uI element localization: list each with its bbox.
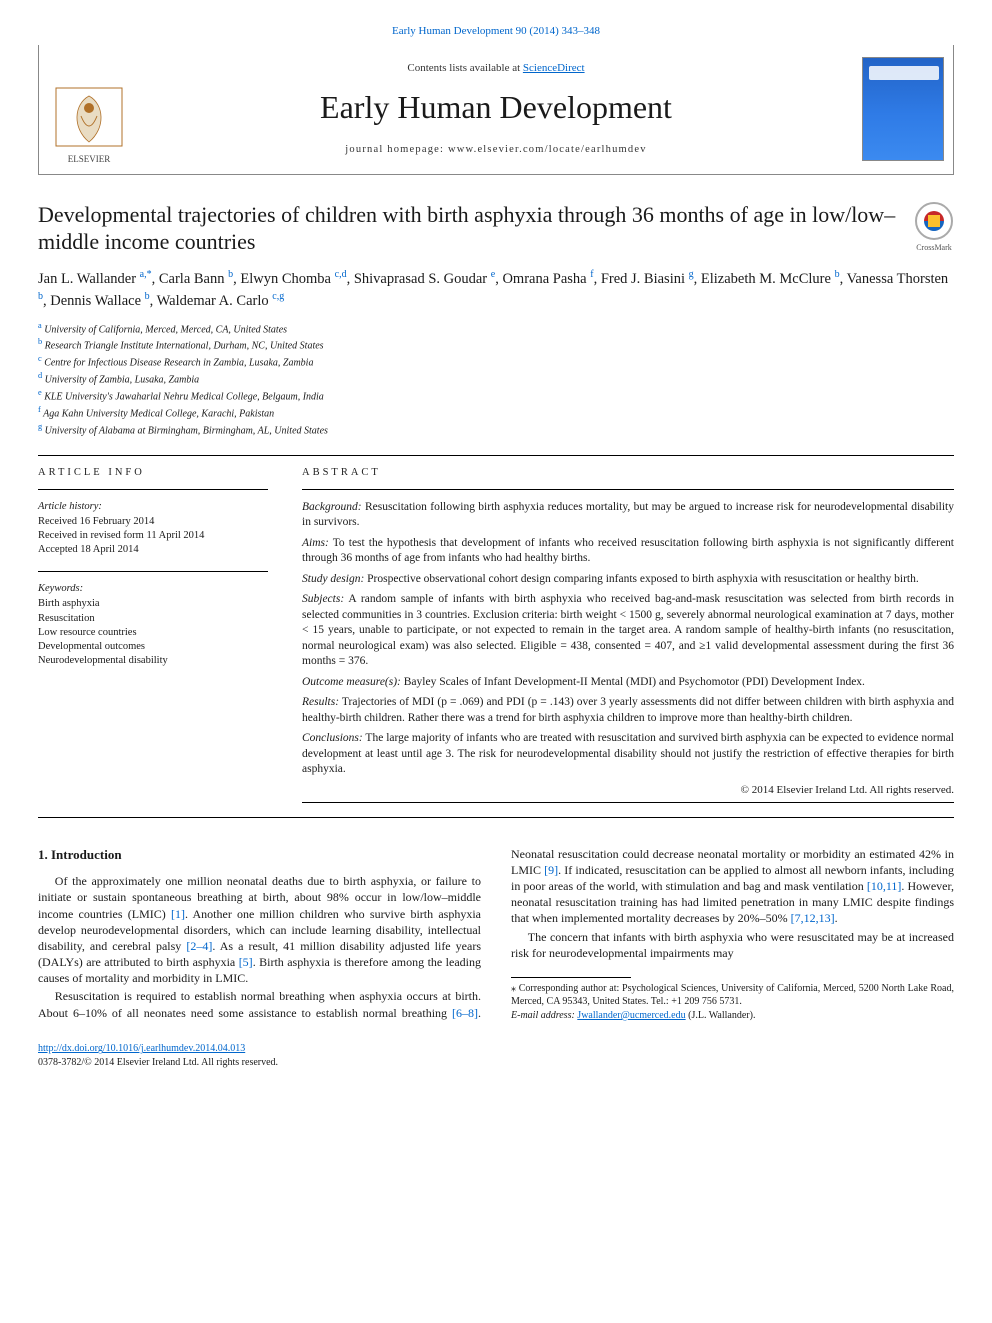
introduction-heading: 1. Introduction [38, 846, 481, 864]
keywords-heading: Keywords: [38, 582, 268, 596]
history-item: Received 16 February 2014 [38, 515, 268, 529]
abstract-paragraph: Results: Trajectories of MDI (p = .069) … [302, 695, 954, 726]
article-history: Article history: Received 16 February 20… [38, 500, 268, 558]
keyword-item: Neurodevelopmental disability [38, 654, 268, 668]
affiliation-item: d University of Zambia, Lusaka, Zambia [38, 370, 954, 387]
thin-rule [38, 571, 268, 572]
footnote-separator [511, 977, 631, 978]
citation-link[interactable]: Early Human Development 90 (2014) 343–34… [38, 24, 954, 39]
keyword-item: Resuscitation [38, 612, 268, 626]
history-item: Accepted 18 April 2014 [38, 543, 268, 557]
journal-title: Early Human Development [320, 86, 672, 129]
article-title: Developmental trajectories of children w… [38, 201, 900, 256]
crossmark-badge[interactable]: CrossMark [914, 201, 954, 254]
keywords-block: Keywords: Birth asphyxiaResuscitationLow… [38, 582, 268, 668]
info-abstract-row: ARTICLE INFO Article history: Received 1… [38, 466, 954, 812]
elsevier-logo-icon: ELSEVIER [54, 86, 124, 166]
abstract-paragraph: Outcome measure(s): Bayley Scales of Inf… [302, 675, 954, 691]
doi-block: http://dx.doi.org/10.1016/j.earlhumdev.2… [38, 1042, 954, 1069]
affiliation-item: g University of Alabama at Birmingham, B… [38, 421, 954, 438]
abstract-copyright: © 2014 Elsevier Ireland Ltd. All rights … [302, 783, 954, 798]
ref-link[interactable]: [2–4] [186, 939, 212, 953]
article-info-label: ARTICLE INFO [38, 466, 268, 480]
article-info-column: ARTICLE INFO Article history: Received 1… [38, 466, 268, 812]
ref-link[interactable]: [10,11] [867, 879, 902, 893]
elsevier-text: ELSEVIER [68, 154, 111, 164]
journal-cover-cell [853, 45, 953, 174]
issn-copyright: 0378-3782/© 2014 Elsevier Ireland Ltd. A… [38, 1057, 278, 1068]
body-paragraph: The concern that infants with birth asph… [511, 929, 954, 961]
corresponding-author: ⁎ Corresponding author at: Psychological… [511, 982, 954, 1009]
abstract-paragraph: Study design: Prospective observational … [302, 572, 954, 588]
journal-homepage[interactable]: journal homepage: www.elsevier.com/locat… [345, 143, 646, 157]
thin-rule [302, 489, 954, 490]
affiliation-item: c Centre for Infectious Disease Research… [38, 353, 954, 370]
ref-link[interactable]: [1] [171, 907, 185, 921]
keyword-item: Birth asphyxia [38, 597, 268, 611]
abstract-paragraph: Subjects: A random sample of infants wit… [302, 592, 954, 670]
publisher-logo-cell: ELSEVIER [39, 45, 139, 174]
sciencedirect-line: Contents lists available at ScienceDirec… [407, 61, 584, 76]
affiliation-item: a University of California, Merced, Merc… [38, 320, 954, 337]
email-line: E-mail address: Jwallander@ucmerced.edu … [511, 1009, 954, 1023]
email-link[interactable]: Jwallander@ucmerced.edu [577, 1010, 685, 1021]
affiliation-item: f Aga Kahn University Medical College, K… [38, 404, 954, 421]
journal-cover-thumb [862, 57, 944, 161]
keyword-item: Low resource countries [38, 626, 268, 640]
abstract-paragraph: Conclusions: The large majority of infan… [302, 731, 954, 778]
thin-rule [302, 802, 954, 803]
doi-link[interactable]: http://dx.doi.org/10.1016/j.earlhumdev.2… [38, 1043, 245, 1054]
introduction-section: 1. Introduction Of the approximately one… [38, 846, 954, 1023]
sciencedirect-link[interactable]: ScienceDirect [523, 62, 585, 74]
abstract-body: Background: Resuscitation following birt… [302, 500, 954, 778]
journal-article-page: Early Human Development 90 (2014) 343–34… [0, 0, 992, 1099]
keyword-item: Developmental outcomes [38, 640, 268, 654]
history-item: Received in revised form 11 April 2014 [38, 529, 268, 543]
ref-link[interactable]: [7,12,13] [791, 911, 835, 925]
affiliation-item: e KLE University's Jawaharlal Nehru Medi… [38, 387, 954, 404]
history-heading: Article history: [38, 500, 268, 514]
journal-header: ELSEVIER Contents lists available at Sci… [38, 45, 954, 175]
abstract-column: ABSTRACT Background: Resuscitation follo… [302, 466, 954, 812]
journal-header-center: Contents lists available at ScienceDirec… [139, 45, 853, 174]
author-list: Jan L. Wallander a,*, Carla Bann b, Elwy… [38, 268, 954, 312]
section-rule [38, 817, 954, 818]
abstract-paragraph: Aims: To test the hypothesis that develo… [302, 536, 954, 567]
crossmark-icon [914, 201, 954, 241]
ref-link[interactable]: [9] [544, 863, 558, 877]
ref-link[interactable]: [6–8] [452, 1006, 478, 1020]
section-rule [38, 455, 954, 456]
abstract-paragraph: Background: Resuscitation following birt… [302, 500, 954, 531]
footnotes: ⁎ Corresponding author at: Psychological… [511, 982, 954, 1023]
affiliations: a University of California, Merced, Merc… [38, 320, 954, 438]
ref-link[interactable]: [5] [239, 955, 253, 969]
body-paragraph: Of the approximately one million neonata… [38, 873, 481, 986]
abstract-label: ABSTRACT [302, 466, 954, 480]
affiliation-item: b Research Triangle Institute Internatio… [38, 336, 954, 353]
thin-rule [38, 489, 268, 490]
